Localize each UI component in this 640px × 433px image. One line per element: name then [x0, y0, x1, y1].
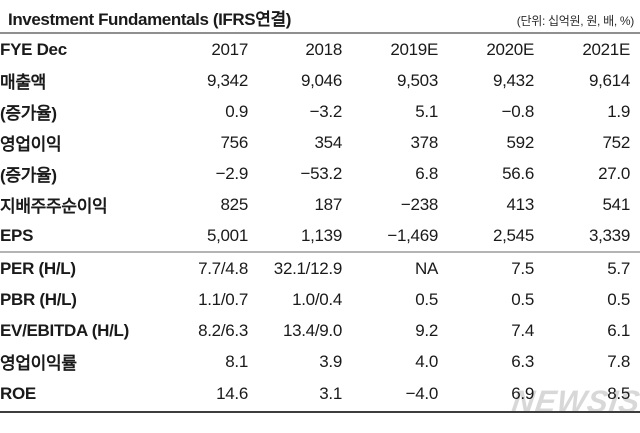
header-cell-fye: FYE Dec — [0, 39, 67, 59]
row-label: EPS — [0, 220, 150, 253]
value-cell: 752 — [602, 132, 631, 152]
header-cell-year: 2020E — [486, 39, 534, 59]
value-cell: 6.8 — [415, 163, 438, 183]
value-cell: 756 — [220, 132, 249, 152]
table-row: 매출액 9,342 9,046 9,503 9,432 9,614 — [0, 65, 640, 96]
value-cell: 5,001 — [150, 220, 248, 253]
value-cell: 825 — [220, 194, 249, 214]
value-cell: 1.1/0.7 — [198, 289, 248, 309]
value-cell: 14.6 — [150, 377, 248, 413]
value-cell: 0.5 — [511, 289, 534, 309]
value-cell: 354 — [314, 132, 343, 152]
value-cell: 0.5 — [607, 289, 630, 309]
value-cell: 9,046 — [300, 70, 342, 90]
value-cell: −238 — [400, 194, 438, 214]
row-label: (증가율) — [0, 166, 57, 185]
table-row: (증가율) −2.9 −53.2 6.8 56.6 27.0 — [0, 158, 640, 189]
table-row: (증가율) 0.9 −3.2 5.1 −0.8 1.9 — [0, 96, 640, 127]
row-label: (증가율) — [0, 104, 57, 123]
value-cell: 9,503 — [396, 70, 438, 90]
table-row: EV/EBITDA (H/L) 8.2/6.3 13.4/9.0 9.2 7.4 6.1 — [0, 315, 640, 346]
value-cell: −1,469 — [342, 220, 438, 253]
row-label: 지배주주순이익 — [0, 197, 108, 216]
table-row: EPS 5,001 1,139 −1,469 2,545 3,339 — [0, 220, 640, 253]
value-cell: 13.4/9.0 — [282, 320, 342, 340]
title-bar: Investment Fundamentals (IFRS연결) (단위: 십억… — [0, 0, 640, 34]
value-cell: 9,432 — [492, 70, 534, 90]
value-cell: 7.8 — [607, 351, 630, 371]
header-cell-year: 2021E — [582, 39, 630, 59]
value-cell: 1.9 — [607, 101, 630, 121]
value-cell: 3.1 — [248, 377, 342, 413]
row-label: PER (H/L) — [0, 258, 76, 278]
value-cell: 32.1/12.9 — [273, 258, 343, 278]
row-label: 영업이익 — [0, 135, 62, 154]
header-cell-year: 2018 — [305, 39, 342, 59]
value-cell: 413 — [506, 194, 535, 214]
value-cell: 0.5 — [415, 289, 438, 309]
table-row: 영업이익률 8.1 3.9 4.0 6.3 7.8 — [0, 346, 640, 377]
row-label: 매출액 — [0, 73, 47, 92]
value-cell: 7.5 — [511, 258, 534, 278]
value-cell: 8.1 — [225, 351, 248, 371]
fundamentals-table: FYE Dec 2017 2018 2019E 2020E 2021E 매출액 9,342 9… — [0, 34, 640, 413]
value-cell: 9,342 — [206, 70, 248, 90]
value-cell: 7.7/4.8 — [198, 258, 248, 278]
value-cell: 4.0 — [415, 351, 438, 371]
value-cell: 5.1 — [415, 101, 438, 121]
table-title: Investment Fundamentals (IFRS연결) — [8, 10, 291, 29]
value-cell: 1.0/0.4 — [292, 289, 342, 309]
table-row: PBR (H/L) 1.1/0.7 1.0/0.4 0.5 0.5 0.5 — [0, 284, 640, 315]
value-cell: 8.5 — [534, 377, 640, 413]
table-row: 지배주주순이익 825 187 −238 413 541 — [0, 189, 640, 220]
row-label: EV/EBITDA (H/L) — [0, 320, 129, 340]
row-label: 영업이익률 — [0, 354, 77, 373]
value-cell: 7.4 — [511, 320, 534, 340]
value-cell: −0.8 — [501, 101, 535, 121]
value-cell: 2,545 — [438, 220, 534, 253]
value-cell: 187 — [314, 194, 343, 214]
value-cell: 6.1 — [607, 320, 630, 340]
value-cell: NA — [414, 258, 438, 278]
value-cell: 541 — [602, 194, 631, 214]
header-cell-year: 2017 — [211, 39, 248, 59]
value-cell: 5.7 — [607, 258, 630, 278]
table-row: 영업이익 756 354 378 592 752 — [0, 127, 640, 158]
value-cell: −4.0 — [342, 377, 438, 413]
value-cell: 3,339 — [534, 220, 640, 253]
header-cell-year: 2019E — [390, 39, 438, 59]
value-cell: 9.2 — [415, 320, 438, 340]
table-row: ROE 14.6 3.1 −4.0 6.9 8.5 — [0, 377, 640, 413]
value-cell: −2.9 — [215, 163, 249, 183]
row-label: ROE — [0, 377, 150, 413]
value-cell: 27.0 — [598, 163, 630, 183]
value-cell: 9,614 — [588, 70, 630, 90]
table-header-row: FYE Dec 2017 2018 2019E 2020E 2021E — [0, 34, 640, 65]
value-cell: 3.9 — [319, 351, 342, 371]
value-cell: 8.2/6.3 — [198, 320, 248, 340]
row-label: PBR (H/L) — [0, 289, 77, 309]
value-cell: 1,139 — [248, 220, 342, 253]
value-cell: 56.6 — [502, 163, 534, 183]
value-cell: 6.3 — [511, 351, 534, 371]
value-cell: −3.2 — [309, 101, 343, 121]
value-cell: 592 — [506, 132, 535, 152]
value-cell: −53.2 — [300, 163, 342, 183]
value-cell: 6.9 — [438, 377, 534, 413]
table-row: PER (H/L) 7.7/4.8 32.1/12.9 NA 7.5 5.7 — [0, 252, 640, 284]
unit-note: (단위: 십억원, 원, 배, %) — [516, 14, 635, 28]
value-cell: 0.9 — [225, 101, 248, 121]
value-cell: 378 — [410, 132, 439, 152]
